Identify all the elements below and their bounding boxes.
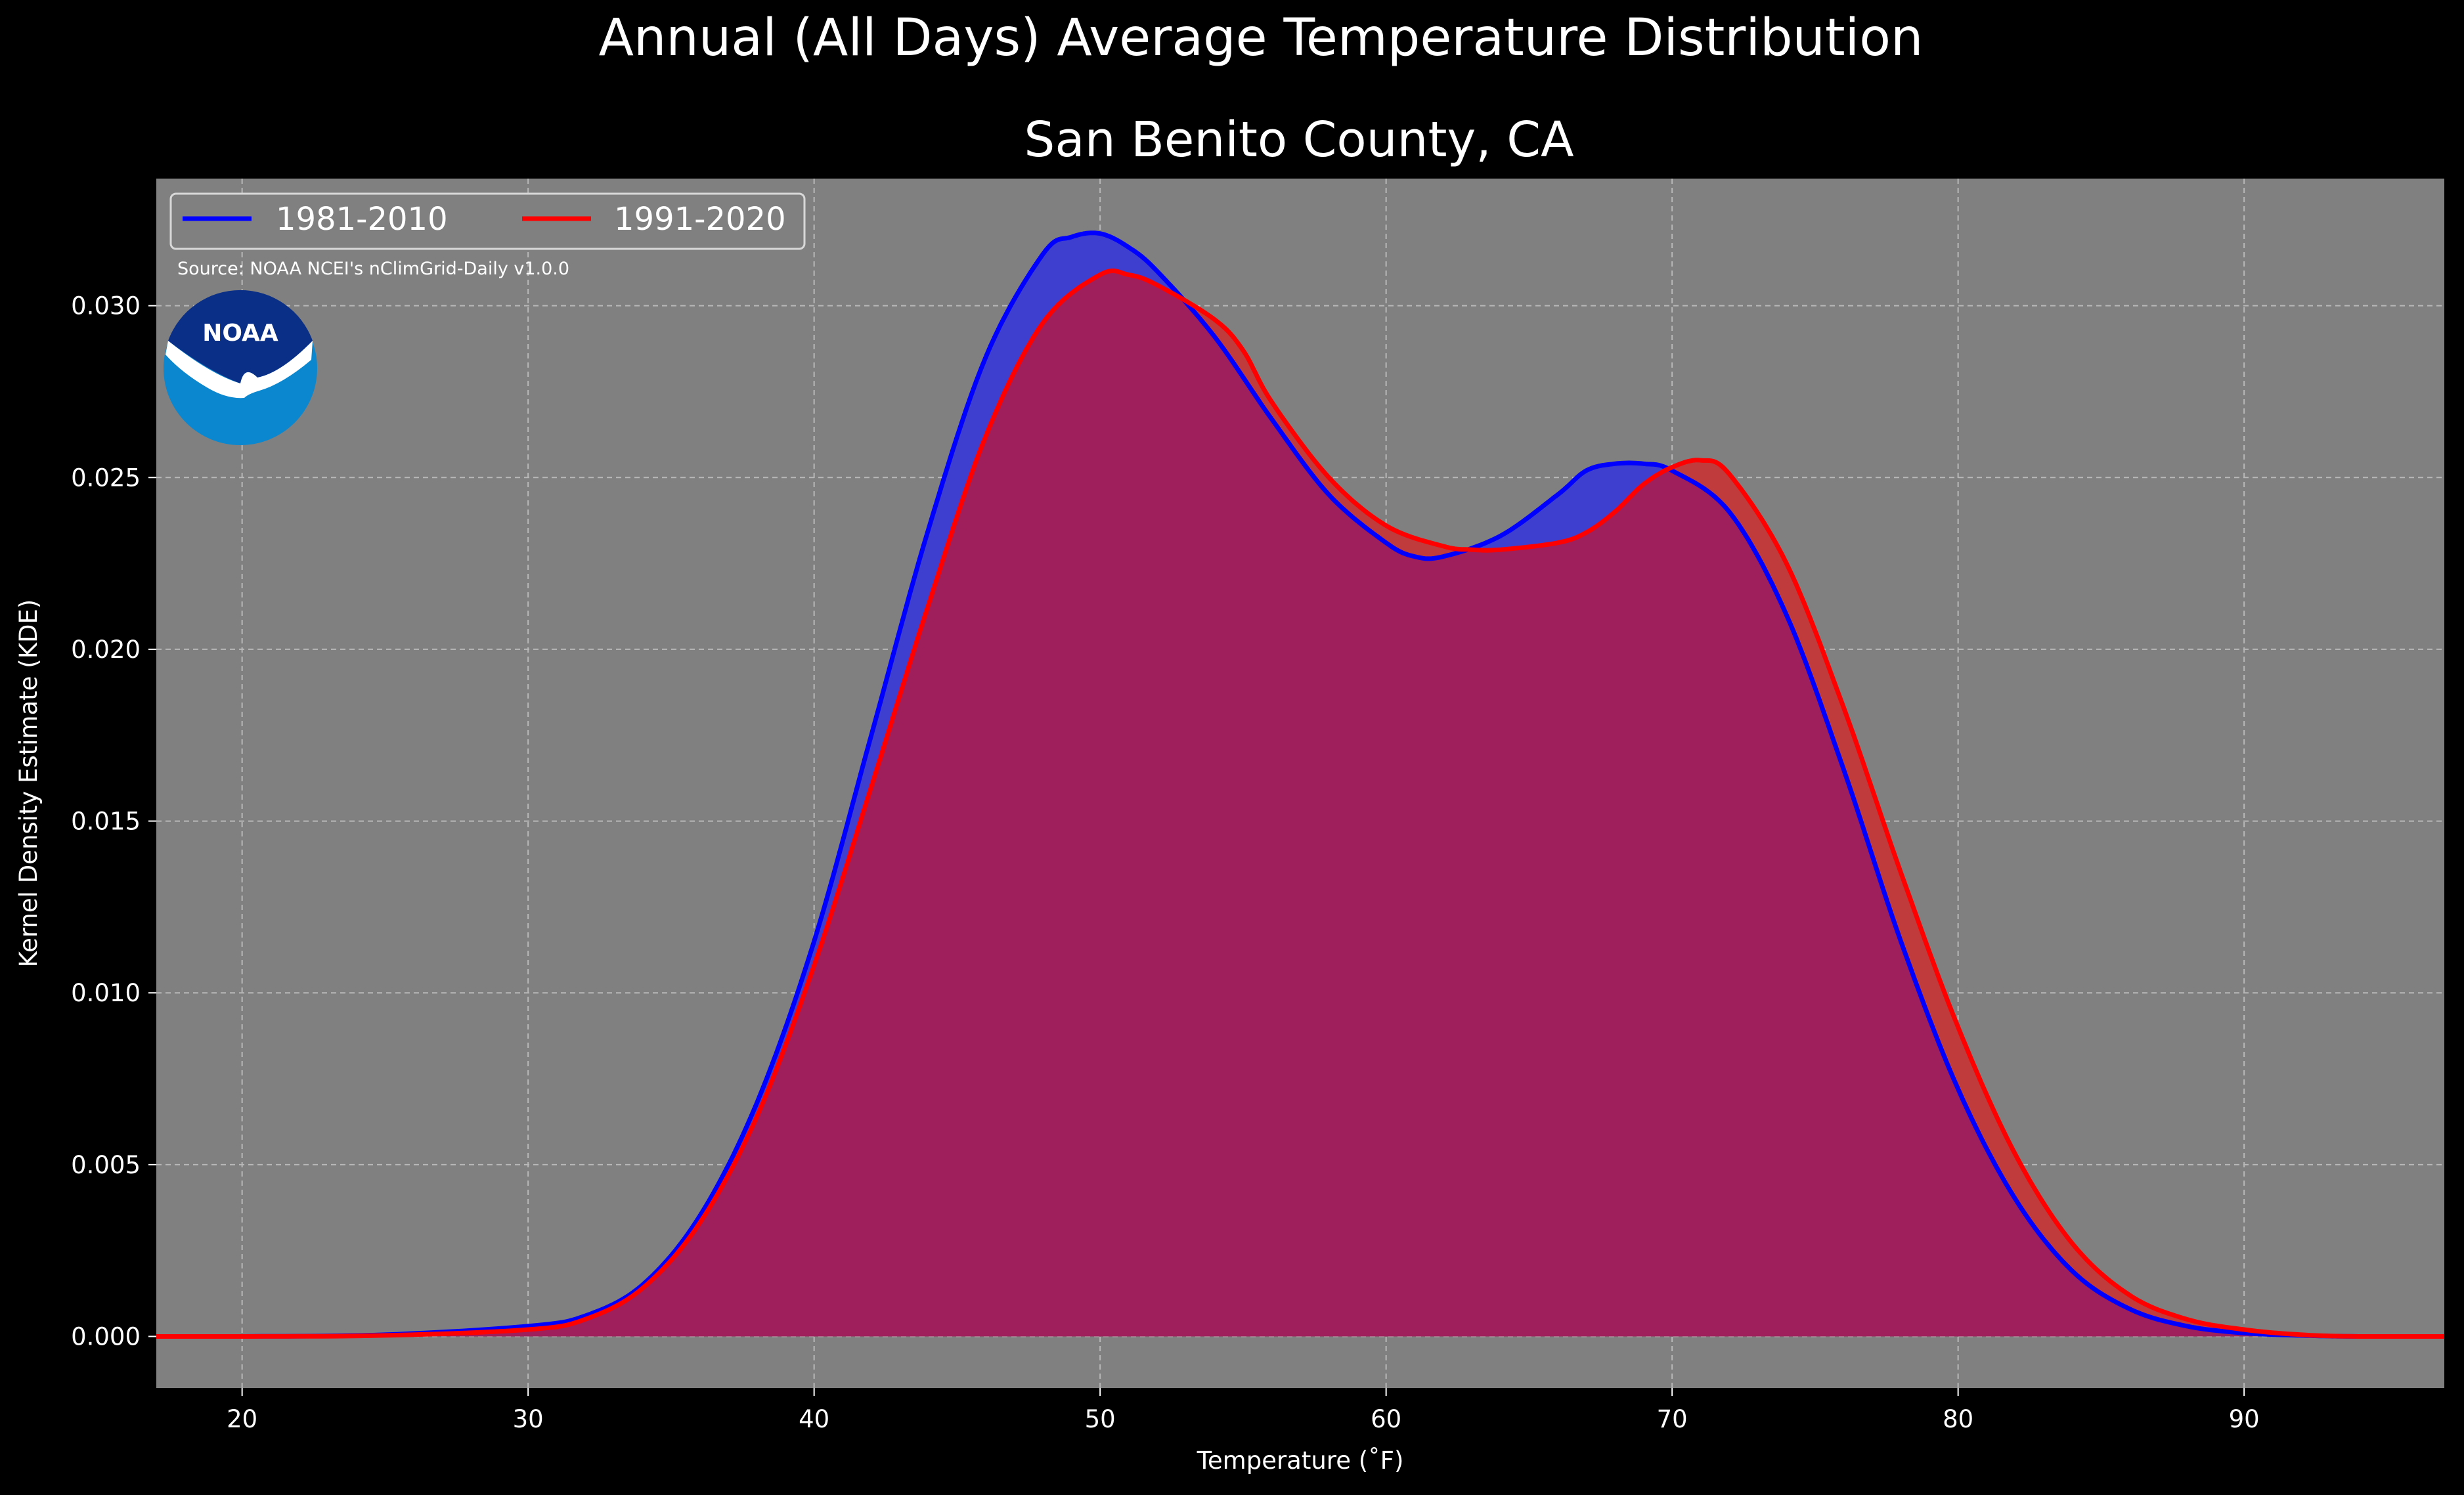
y-axis-label: Kernel Density Estimate (KDE) bbox=[14, 599, 43, 968]
x-tick-label: 50 bbox=[1085, 1405, 1116, 1433]
x-tick-label: 90 bbox=[2229, 1405, 2260, 1433]
legend-label-1991-2020: 1991-2020 bbox=[614, 201, 786, 238]
y-tick-label: 0.030 bbox=[71, 292, 141, 320]
legend-label-1981-2010: 1981-2010 bbox=[276, 201, 448, 238]
y-tick-label: 0.015 bbox=[71, 808, 141, 836]
x-tick-label: 70 bbox=[1657, 1405, 1688, 1433]
figure-suptitle: Annual (All Days) Average Temperature Di… bbox=[599, 9, 1924, 68]
x-tick-label: 30 bbox=[513, 1405, 544, 1433]
x-tick-label: 20 bbox=[227, 1405, 257, 1433]
x-tick-label: 60 bbox=[1371, 1405, 1401, 1433]
chart: Annual (All Days) Average Temperature Di… bbox=[0, 0, 2464, 1495]
legend: 1981-2010 1991-2020 bbox=[171, 194, 804, 249]
y-tick-label: 0.000 bbox=[71, 1323, 141, 1351]
y-tick-label: 0.005 bbox=[71, 1151, 141, 1179]
chart-title: San Benito County, CA bbox=[1024, 112, 1574, 168]
y-tick-label: 0.020 bbox=[71, 636, 141, 664]
y-tick-label: 0.025 bbox=[71, 464, 141, 492]
x-tick-label: 80 bbox=[1943, 1405, 1973, 1433]
source-note: Source: NOAA NCEI's nClimGrid-Daily v1.0… bbox=[177, 259, 569, 279]
noaa-logo: NOAA bbox=[164, 290, 317, 445]
noaa-logo-text: NOAA bbox=[202, 320, 278, 347]
x-tick-label: 40 bbox=[799, 1405, 829, 1433]
y-tick-label: 0.010 bbox=[71, 979, 141, 1007]
x-axis-label: Temperature (˚F) bbox=[1197, 1446, 1404, 1475]
